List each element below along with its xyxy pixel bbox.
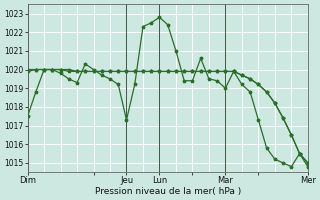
X-axis label: Pression niveau de la mer( hPa ): Pression niveau de la mer( hPa ) <box>95 187 241 196</box>
